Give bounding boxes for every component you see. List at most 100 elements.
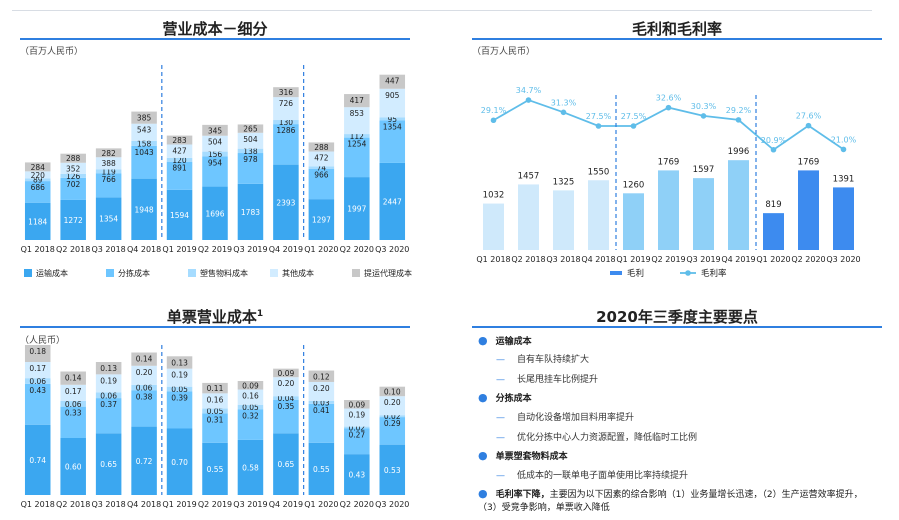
x-tick-label: Q3 2020 <box>826 255 860 264</box>
gross-margin-point <box>595 123 602 129</box>
gross-profit-bar <box>483 203 504 250</box>
data-label: 1032 <box>483 191 505 201</box>
gross-margin-point <box>630 123 637 129</box>
legend-label: 毛利 <box>627 268 644 279</box>
data-label: 1297 <box>312 216 331 225</box>
bar-segment <box>237 381 264 390</box>
data-label: 1996 <box>728 147 750 157</box>
bar-segment <box>273 164 299 240</box>
data-label: 0.16 <box>242 392 259 401</box>
highlight-sub: — 长尾甩挂车比例提升 <box>496 372 598 385</box>
bar-segment <box>131 140 157 146</box>
data-label: 1769 <box>658 157 680 167</box>
data-label: 130 <box>279 118 294 127</box>
legend-label: 毛利率 <box>701 268 727 279</box>
gross-profit-bar <box>763 213 784 250</box>
x-tick-label: Q3 2019 <box>233 245 267 254</box>
data-label: 0.65 <box>100 460 117 469</box>
x-tick-label: Q2 2019 <box>198 500 232 509</box>
bar-segment <box>379 386 406 397</box>
bar-segment <box>166 135 193 145</box>
data-label: 853 <box>350 109 365 118</box>
bar-segment <box>308 370 335 382</box>
bar-segment <box>131 145 157 179</box>
bar-segment <box>166 356 193 369</box>
data-label: 0.16 <box>207 395 224 404</box>
bar-segment <box>202 393 228 409</box>
data-label: 472 <box>314 154 329 163</box>
data-label: 0.60 <box>65 463 82 472</box>
data-label: 1254 <box>347 140 366 149</box>
data-label: 0.12 <box>313 372 330 381</box>
data-label: 284 <box>31 163 46 172</box>
gross-profit-bar <box>588 180 609 250</box>
bar-segment <box>273 400 299 434</box>
x-tick-label: Q2 2020 <box>340 500 374 509</box>
bar-segment <box>379 417 406 445</box>
data-label: 0.17 <box>29 364 46 373</box>
data-label: 702 <box>66 180 81 189</box>
data-label: 0.41 <box>313 406 330 415</box>
x-tick-label: Q1 2018 <box>476 255 510 264</box>
bar-segment <box>95 392 122 399</box>
bar-segment <box>202 413 228 443</box>
x-tick-label: Q1 2019 <box>162 245 196 254</box>
highlight-sub: — 自动化设备增加目料用率提升 <box>496 410 634 423</box>
bar-segment <box>24 162 51 172</box>
data-label: 0.03 <box>313 398 330 407</box>
data-label: 0.09 <box>278 369 295 378</box>
data-label: 0.09 <box>242 381 259 390</box>
dash-icon: — <box>496 433 505 443</box>
highlight-label: 运输成本 <box>495 337 532 347</box>
top-rule <box>12 10 872 11</box>
data-label: 27.5% <box>621 112 647 121</box>
data-label: 417 <box>350 96 365 105</box>
data-label: 0.11 <box>207 384 224 393</box>
cost-breakdown-title: 营业成本－细分 <box>162 20 268 38</box>
data-label: 0.05 <box>207 407 224 416</box>
data-label: 504 <box>208 138 223 147</box>
bar-segment <box>60 406 86 438</box>
data-label: 34.7% <box>516 86 542 95</box>
highlight-sub-text: 长尾甩挂车比例提升 <box>517 375 599 385</box>
highlight-text: 主要因为以下因素的综合影响（1）业务量增长迅速，（2）生产运营效率提升，（3）受… <box>478 490 863 513</box>
data-label: 0.02 <box>348 424 365 433</box>
data-label: 288 <box>66 154 81 163</box>
data-label: 0.19 <box>100 376 117 385</box>
bar-segment <box>379 444 406 495</box>
legend-label: 分拣成本 <box>118 268 150 278</box>
data-label: 0.19 <box>348 411 365 420</box>
data-label: 120 <box>172 156 187 165</box>
bar-segment <box>379 415 406 418</box>
data-label: 0.55 <box>313 465 330 474</box>
bar-segment <box>24 345 51 362</box>
data-label: 0.39 <box>171 393 188 402</box>
bar-segment <box>60 199 86 240</box>
legend-swatch <box>352 269 360 277</box>
bar-segment <box>237 389 264 405</box>
bar-segment <box>202 135 228 152</box>
bar-segment <box>95 398 122 434</box>
bullet-icon: ● <box>478 391 488 404</box>
bar-segment <box>273 87 299 98</box>
bar-segment <box>131 111 157 124</box>
gross-margin-point <box>525 97 532 103</box>
data-label: 20.9% <box>761 136 787 145</box>
x-tick-label: Q2 2018 <box>56 500 90 509</box>
x-tick-label: Q3 2018 <box>91 245 125 254</box>
data-label: 282 <box>101 149 116 158</box>
data-label: 1354 <box>99 215 118 224</box>
bar-segment <box>166 368 193 387</box>
cost-breakdown-unit: （百万人民币） <box>20 47 84 57</box>
bar-segment <box>202 408 228 414</box>
gross-profit-bar <box>553 190 574 250</box>
data-label: 766 <box>101 175 116 184</box>
data-label: 0.43 <box>348 471 365 480</box>
bar-segment <box>308 166 335 169</box>
bar-segment <box>308 151 335 167</box>
data-label: 891 <box>172 164 187 173</box>
bullet-icon: ● <box>478 449 488 462</box>
data-label: 1948 <box>135 205 154 214</box>
bar-segment <box>273 377 299 397</box>
